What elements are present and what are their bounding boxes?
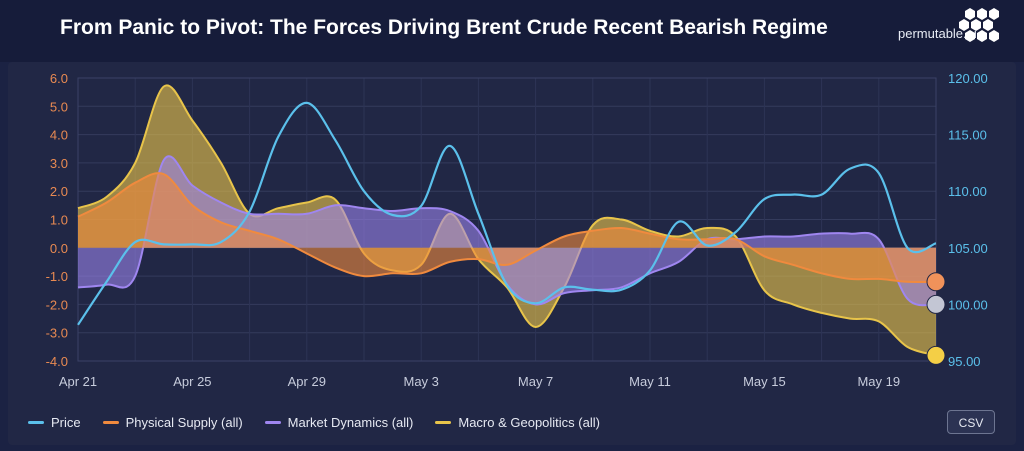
series-line-price (77, 101, 937, 326)
y-right-tick-label: 95.00 (948, 354, 981, 369)
x-tick-label: Apr 21 (59, 374, 97, 389)
series-line-macro-geopolitics (77, 84, 937, 357)
legend-swatch-price (28, 420, 44, 424)
chart-legend: Price Physical Supply (all) Market Dynam… (28, 410, 600, 434)
y-left-tick-label: -3.0 (46, 326, 68, 341)
legend-item-market-dynamics[interactable]: Market Dynamics (all) (264, 414, 414, 430)
y-left-tick-label: 3.0 (50, 156, 68, 171)
hexagon-cluster-icon (959, 8, 999, 42)
legend-swatch-market-dynamics (264, 420, 281, 424)
series-area-physical-supply (78, 173, 936, 282)
x-tick-label: Apr 25 (173, 374, 211, 389)
legend-swatch-macro-geopolitics (435, 420, 452, 424)
end-marker-physical-supply (926, 272, 946, 292)
y-left-tick-label: 4.0 (50, 128, 68, 143)
logo-text: permutable.ai (898, 26, 977, 41)
legend-item-macro-geopolitics[interactable]: Macro & Geopolitics (all) (435, 415, 600, 430)
page-title: From Panic to Pivot: The Forces Driving … (60, 16, 828, 39)
legend-label: Macro & Geopolitics (all) (458, 414, 600, 430)
y-left-tick-label: -2.0 (46, 297, 68, 312)
x-tick-label: May 3 (403, 374, 438, 389)
y-left-tick-label: 2.0 (50, 184, 68, 199)
legend-label: Price (51, 414, 81, 430)
end-marker-macro-geopolitics (926, 345, 946, 365)
legend-label: Market Dynamics (all) (287, 414, 414, 430)
y-left-tick-label: 5.0 (50, 99, 68, 114)
header-bar: From Panic to Pivot: The Forces Driving … (0, 0, 1024, 62)
y-left-tick-label: -1.0 (46, 269, 68, 284)
x-tick-label: May 11 (629, 374, 671, 389)
end-marker-market-dynamics (926, 294, 946, 314)
x-tick-label: May 15 (743, 374, 786, 389)
y-left-tick-label: 6.0 (50, 71, 68, 86)
legend-item-price[interactable]: Price (28, 415, 81, 430)
y-left-tick-label: -4.0 (46, 354, 68, 369)
x-tick-label: May 19 (857, 374, 900, 389)
series-line-physical-supply (77, 172, 937, 283)
legend-swatch-physical-supply (102, 420, 119, 424)
y-left-tick-label: 1.0 (50, 213, 68, 228)
y-left-tick-label: 0.0 (50, 241, 68, 256)
y-right-tick-label: 120.00 (948, 71, 988, 86)
csv-button[interactable]: CSV (947, 410, 995, 434)
y-right-tick-label: 110.00 (948, 184, 987, 199)
x-tick-label: Apr 29 (288, 374, 326, 389)
y-right-tick-label: 100.00 (948, 297, 988, 312)
x-tick-label: May 7 (518, 374, 553, 389)
legend-label: Physical Supply (all) (125, 414, 243, 430)
legend-item-physical-supply[interactable]: Physical Supply (all) (102, 414, 243, 430)
y-right-tick-label: 115.00 (948, 128, 987, 143)
y-right-tick-label: 105.00 (948, 241, 988, 256)
